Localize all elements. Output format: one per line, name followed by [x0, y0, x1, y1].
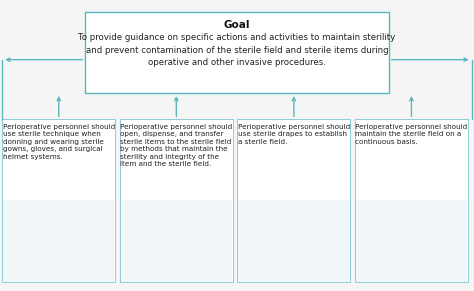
FancyBboxPatch shape [120, 119, 233, 282]
Text: Perioperative personnel should
open, dispense, and transfer
sterile items to the: Perioperative personnel should open, dis… [120, 124, 232, 167]
Text: Perioperative personnel should
use sterile technique when
donning and wearing st: Perioperative personnel should use steri… [3, 124, 115, 160]
Text: Perioperative personnel should
use sterile drapes to establish
a sterile field.: Perioperative personnel should use steri… [238, 124, 350, 145]
Text: Goal: Goal [224, 20, 250, 30]
FancyBboxPatch shape [2, 119, 115, 282]
FancyBboxPatch shape [238, 200, 349, 282]
FancyBboxPatch shape [237, 119, 350, 282]
FancyBboxPatch shape [85, 12, 389, 93]
Text: Perioperative personnel should
maintain the sterile field on a
continuous basis.: Perioperative personnel should maintain … [356, 124, 467, 145]
FancyBboxPatch shape [356, 200, 467, 282]
Text: To provide guidance on specific actions and activities to maintain sterility
and: To provide guidance on specific actions … [78, 33, 396, 68]
FancyBboxPatch shape [355, 119, 468, 282]
FancyBboxPatch shape [3, 200, 114, 282]
FancyBboxPatch shape [121, 200, 232, 282]
